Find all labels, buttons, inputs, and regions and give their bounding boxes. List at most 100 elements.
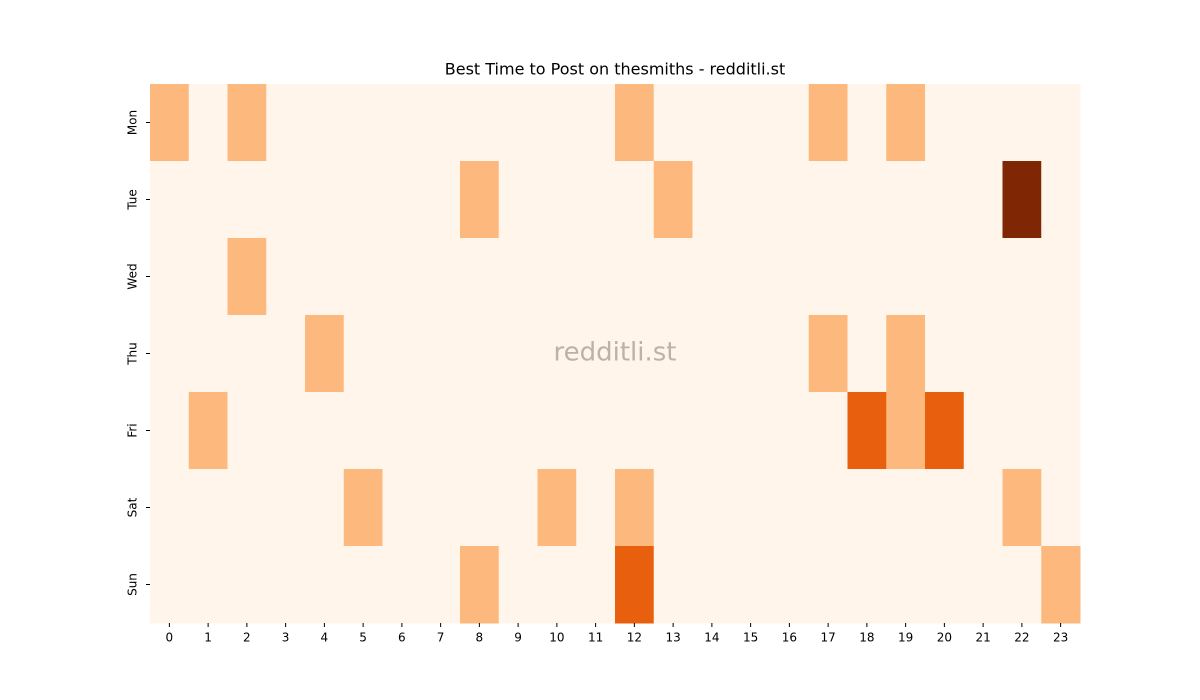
heatmap-cell [692, 84, 732, 162]
heatmap-cell [963, 392, 1003, 470]
heatmap-cell [1002, 469, 1042, 547]
watermark: redditli.st [554, 338, 677, 368]
heatmap-cell [421, 84, 461, 162]
heatmap-cell [227, 84, 267, 162]
heatmap-cell [963, 84, 1003, 162]
heatmap-cell [343, 469, 383, 547]
heatmap-cell [498, 315, 538, 393]
heatmap-cell [382, 315, 422, 393]
heatmap-cell [305, 84, 345, 162]
heatmap-cell [1002, 315, 1042, 393]
heatmap-cell [692, 161, 732, 239]
heatmap-cell [460, 238, 500, 316]
heatmap-cell [615, 392, 655, 470]
heatmap-cell [421, 238, 461, 316]
heatmap-cell [305, 315, 345, 393]
heatmap-cell [537, 469, 577, 547]
heatmap-cell [305, 238, 345, 316]
heatmap-cell [188, 469, 228, 547]
heatmap-cell [1041, 546, 1081, 624]
heatmap-cell [150, 392, 190, 470]
heatmap-cell [770, 469, 810, 547]
heatmap-cell [886, 84, 926, 162]
heatmap-cell [343, 238, 383, 316]
heatmap-cell [227, 238, 267, 316]
heatmap-cell [847, 315, 887, 393]
heatmap-cell [615, 315, 655, 393]
heatmap-cell [188, 84, 228, 162]
x-tick-label: 11 [588, 631, 603, 645]
heatmap-cell [847, 161, 887, 239]
heatmap-cell [150, 84, 190, 162]
heatmap-cell [615, 469, 655, 547]
x-tick-label: 21 [975, 631, 990, 645]
heatmap-cell [421, 469, 461, 547]
heatmap-cell [537, 161, 577, 239]
heatmap-cell [963, 315, 1003, 393]
heatmap-cell [1041, 84, 1081, 162]
y-tick-label: Sun [126, 573, 140, 596]
heatmap-cell [576, 469, 616, 547]
heatmap-cell [150, 238, 190, 316]
heatmap-cell [692, 546, 732, 624]
x-tick-label: 12 [627, 631, 642, 645]
heatmap-cell [847, 546, 887, 624]
x-tick-label: 18 [859, 631, 874, 645]
heatmap-cell [498, 469, 538, 547]
heatmap-cell [537, 238, 577, 316]
heatmap-cell [498, 84, 538, 162]
heatmap-cell [1002, 392, 1042, 470]
x-tick-label: 4 [321, 631, 329, 645]
heatmap-cell [808, 161, 848, 239]
heatmap-cell [382, 238, 422, 316]
heatmap-cell [498, 392, 538, 470]
heatmap-cell [1002, 161, 1042, 239]
heatmap-cell [615, 238, 655, 316]
heatmap-cell [692, 315, 732, 393]
heatmap-cell [305, 392, 345, 470]
heatmap-cell [343, 392, 383, 470]
heatmap-cell [227, 315, 267, 393]
x-tick-label: 19 [898, 631, 913, 645]
heatmap-cell [615, 546, 655, 624]
heatmap-cell [305, 546, 345, 624]
heatmap-cell [770, 392, 810, 470]
heatmap-cell [692, 469, 732, 547]
heatmap-cell [847, 392, 887, 470]
heatmap-cell [963, 469, 1003, 547]
heatmap-cell [1041, 315, 1081, 393]
heatmap-cell [150, 161, 190, 239]
x-tick-label: 10 [549, 631, 564, 645]
heatmap-cell [266, 238, 306, 316]
x-tick-label: 0 [166, 631, 174, 645]
heatmap-cell [692, 238, 732, 316]
heatmap-cell [576, 238, 616, 316]
heatmap-cell [731, 469, 771, 547]
heatmap-cell [1002, 238, 1042, 316]
heatmap-cell [731, 238, 771, 316]
heatmap-cell [382, 392, 422, 470]
heatmap-cell [731, 84, 771, 162]
heatmap-cell [731, 546, 771, 624]
heatmap-cell [421, 392, 461, 470]
heatmap-cell [498, 161, 538, 239]
heatmap-cell [537, 84, 577, 162]
heatmap-cell [576, 315, 616, 393]
heatmap-cell [653, 238, 693, 316]
heatmap-cell [227, 546, 267, 624]
heatmap-cell [1041, 469, 1081, 547]
heatmap-cell [925, 238, 965, 316]
heatmap-cell [266, 84, 306, 162]
heatmap-cell [615, 84, 655, 162]
heatmap-cell [808, 469, 848, 547]
heatmap-cell [1041, 238, 1081, 316]
heatmap-cell [343, 315, 383, 393]
y-tick-label: Fri [126, 423, 140, 437]
heatmap-cell [266, 469, 306, 547]
heatmap-cell [498, 546, 538, 624]
heatmap-cell [886, 161, 926, 239]
heatmap-cell [808, 84, 848, 162]
x-tick-label: 23 [1053, 631, 1068, 645]
x-tick-label: 8 [476, 631, 484, 645]
